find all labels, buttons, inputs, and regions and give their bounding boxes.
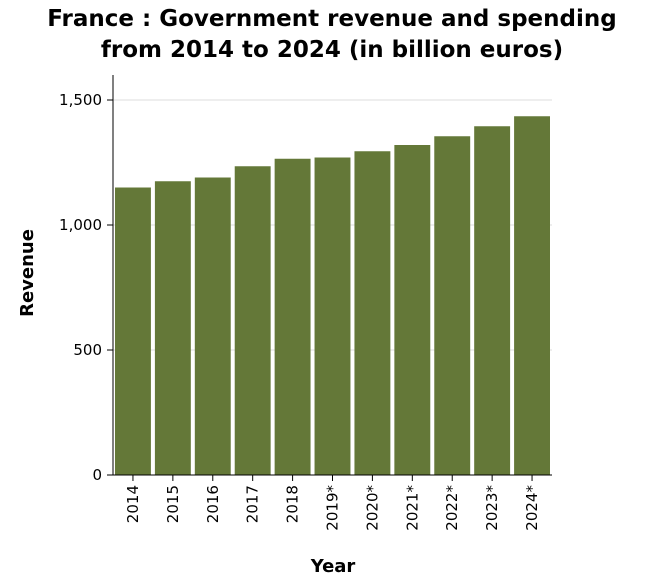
x-tick-label: 2021* xyxy=(403,485,421,531)
x-tick-label: 2018 xyxy=(284,485,302,523)
bar-2022* xyxy=(434,136,471,475)
y-axis-title: Revenue xyxy=(17,229,38,317)
x-axis-title: Year xyxy=(310,556,356,577)
x-tick-label: 2023* xyxy=(483,485,501,531)
bar-2018 xyxy=(274,158,311,475)
y-tick-label: 500 xyxy=(73,341,102,359)
x-tick-label: 2019* xyxy=(324,485,342,531)
bars xyxy=(115,116,550,475)
axes: 0 500 1,000 1,500 2014 2015 2016 2017 2018 2019* 2… xyxy=(59,75,552,531)
bar-2024* xyxy=(514,116,550,475)
bar-2021* xyxy=(394,145,431,475)
x-tick-label: 2015 xyxy=(164,485,182,523)
x-tick-label: 2024* xyxy=(523,485,541,531)
y-tick-label: 1,000 xyxy=(59,216,102,234)
x-tick-label: 2017 xyxy=(244,485,262,523)
x-tick-label: 2022* xyxy=(443,485,461,531)
bar-2014 xyxy=(115,187,151,475)
bar-2019* xyxy=(314,157,351,475)
bar-2020* xyxy=(354,151,391,475)
y-tick-label: 0 xyxy=(92,466,102,484)
chart-title: France : Government revenue and spending… xyxy=(0,4,664,66)
x-tick-label: 2014 xyxy=(124,485,142,523)
x-tick-label: 2016 xyxy=(204,485,222,523)
bar-2023* xyxy=(474,126,511,475)
y-tick-label: 1,500 xyxy=(59,91,102,109)
bar-2017 xyxy=(234,166,271,475)
bar-2016 xyxy=(194,177,231,475)
chart-title-line-1: France : Government revenue and spending xyxy=(47,6,617,32)
chart-title-line-2: from 2014 to 2024 (in billion euros) xyxy=(100,37,564,63)
x-tick-label: 2020* xyxy=(363,485,381,531)
bar-2015 xyxy=(154,181,191,475)
